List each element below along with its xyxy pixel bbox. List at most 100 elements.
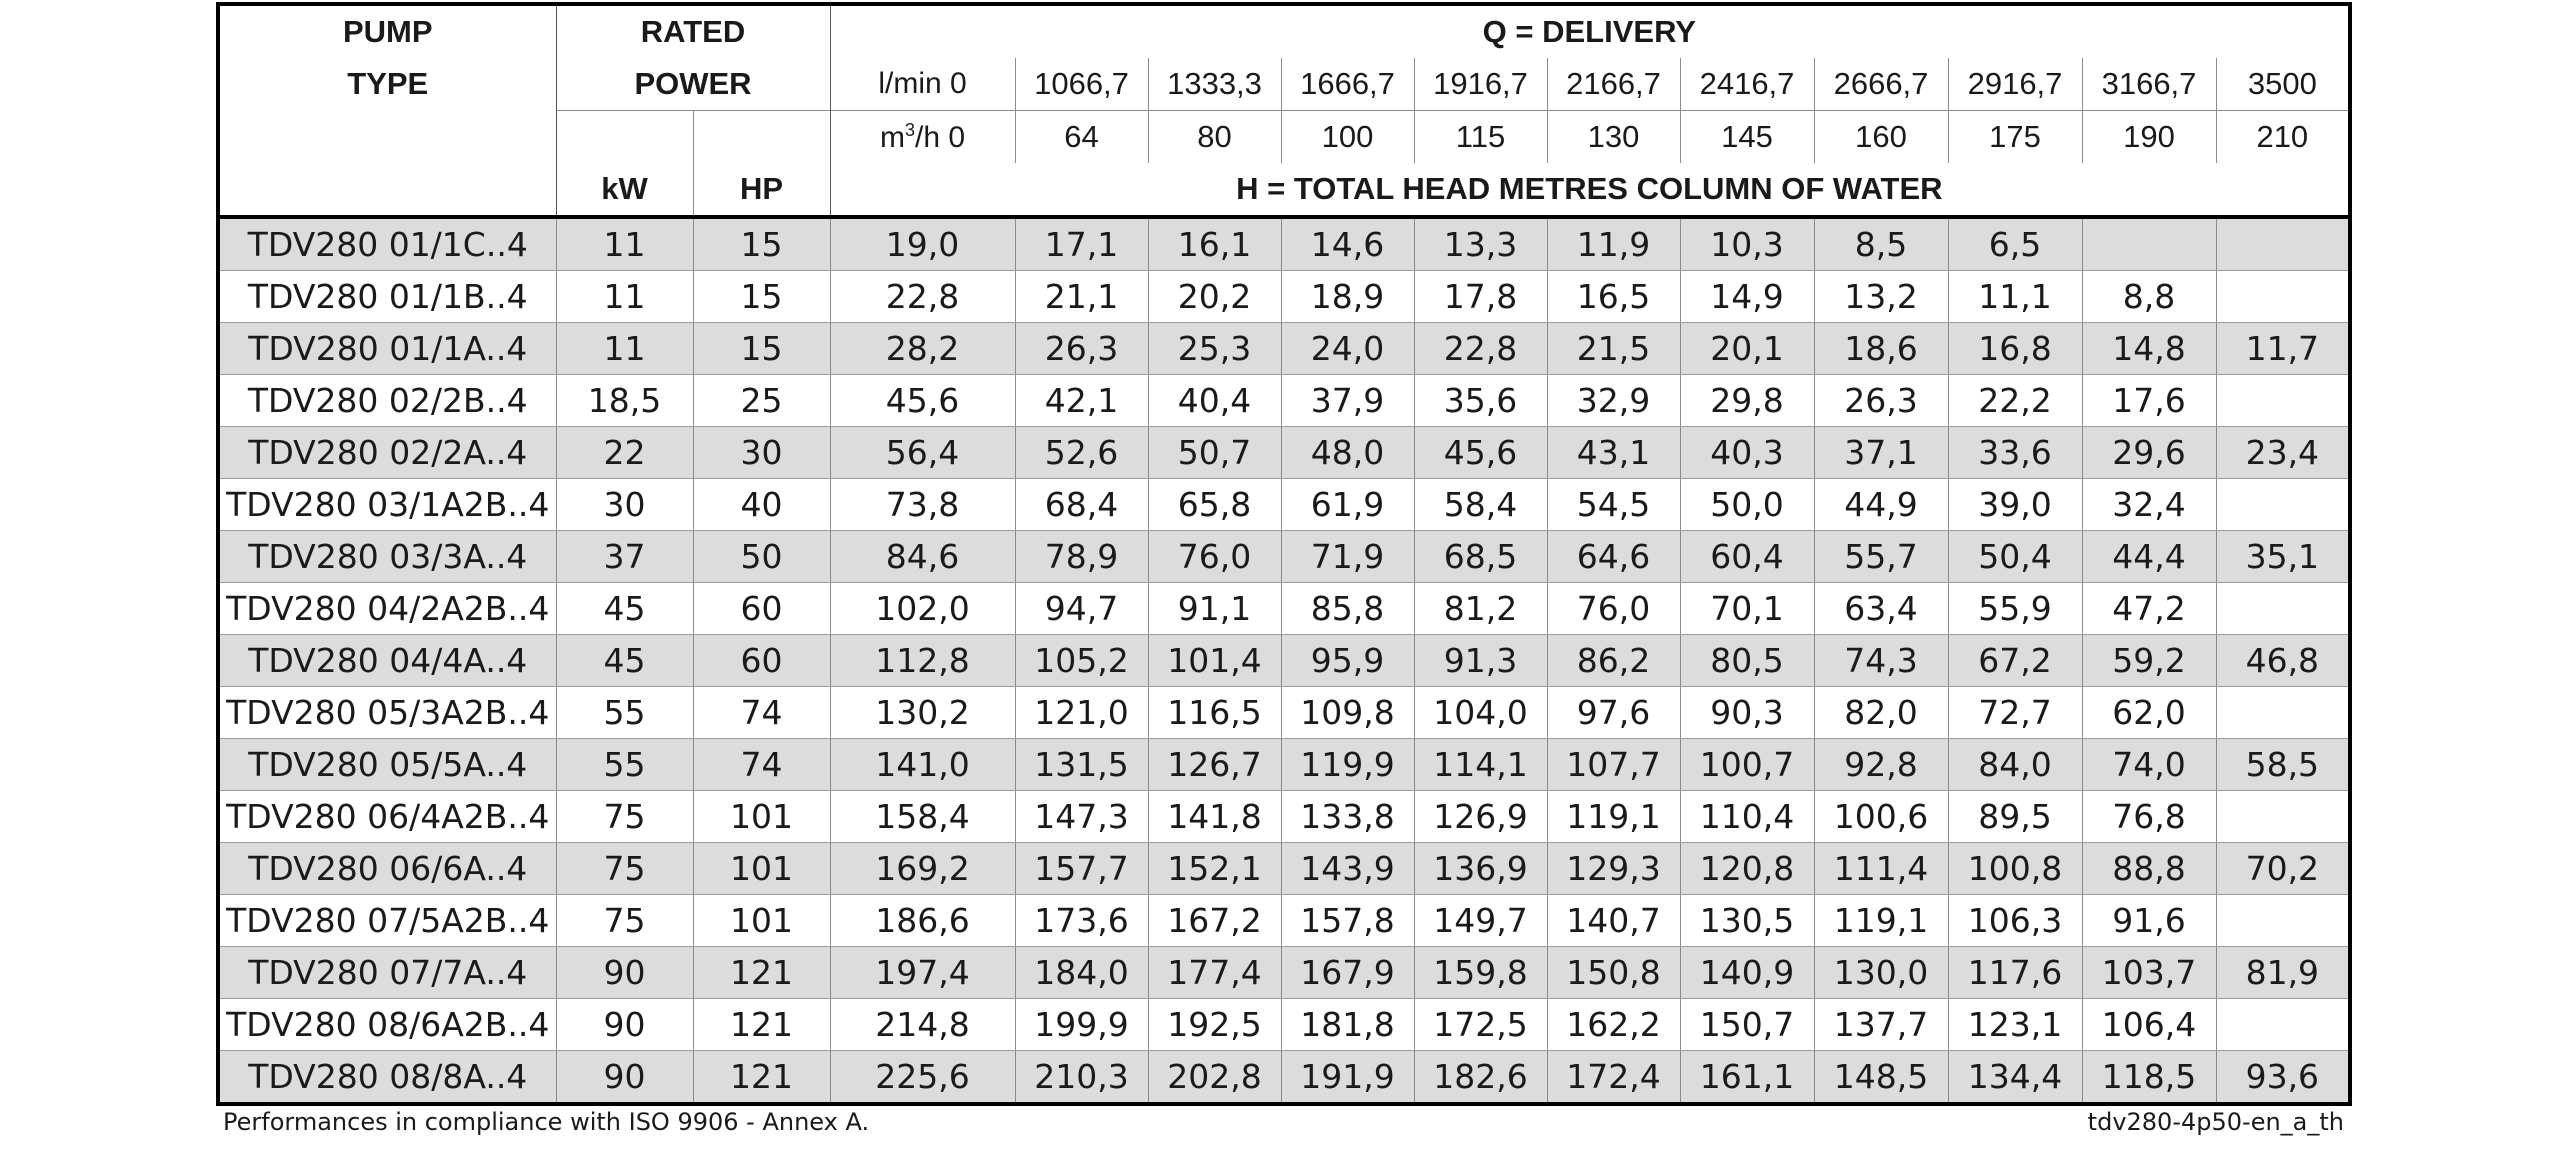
- head-value-cell: 32,9: [1547, 374, 1681, 427]
- head-value-cell: 141,0: [830, 738, 1016, 791]
- head-value-cell: 13,2: [1814, 270, 1949, 323]
- head-value-cell: 95,9: [1281, 634, 1415, 687]
- head-value-cell: 67,2: [1948, 634, 2083, 687]
- head-value-cell: 17,6: [2082, 374, 2217, 427]
- head-value-cell: 22,2: [1948, 374, 2083, 427]
- head-header: H = TOTAL HEAD METRES COLUMN OF WATER: [830, 163, 2351, 219]
- lmin-value: 2916,7: [1948, 58, 2083, 111]
- head-value-cell: 70,1: [1680, 582, 1815, 635]
- head-value-cell: 29,6: [2082, 426, 2217, 479]
- head-value-cell: 169,2: [830, 842, 1016, 895]
- table-row: TDV280 04/4A..4 45 60 112,8 105,2 101,4 95,9 91…: [218, 634, 2351, 687]
- head-value-cell: 52,6: [1015, 426, 1149, 479]
- head-value-cell: 184,0: [1015, 946, 1149, 999]
- head-value-cell: 11,7: [2216, 322, 2351, 375]
- head-value-cell: 11,9: [1547, 217, 1681, 271]
- kw-header-blank: [556, 110, 694, 163]
- m3h-value: 160: [1814, 110, 1949, 163]
- head-value-cell: 101,4: [1148, 634, 1282, 687]
- head-value-cell: 86,2: [1547, 634, 1681, 687]
- head-value-cell: [2216, 217, 2351, 271]
- head-value-cell: 129,3: [1547, 842, 1681, 895]
- compliance-note: Performances in compliance with ISO 9906…: [223, 1108, 870, 1136]
- head-value-cell: [2216, 686, 2351, 739]
- head-value-cell: 55,7: [1814, 530, 1949, 583]
- head-value-cell: 37,1: [1814, 426, 1949, 479]
- pump-type-cell: TDV280 06/4A2B..4: [218, 790, 557, 843]
- performance-table: PUMP RATED Q = DELIVERY TYPE POWER l/min…: [216, 2, 2353, 1106]
- head-value-cell: 25,3: [1148, 322, 1282, 375]
- head-value-cell: 82,0: [1814, 686, 1949, 739]
- head-value-cell: 78,9: [1015, 530, 1149, 583]
- head-value-cell: 102,0: [830, 582, 1016, 635]
- head-value-cell: 65,8: [1148, 478, 1282, 531]
- kw-cell: 90: [556, 1050, 694, 1104]
- kw-cell: 45: [556, 582, 694, 635]
- head-value-cell: 43,1: [1547, 426, 1681, 479]
- lmin-value: 3500: [2247, 66, 2317, 101]
- table-row: TDV280 06/6A..4 75 101 169,2 157,7 152,1 143,9…: [218, 842, 2351, 895]
- head-value-cell: 21,1: [1015, 270, 1149, 323]
- head-value-cell: 42,1: [1015, 374, 1149, 427]
- head-value-cell: 104,0: [1414, 686, 1548, 739]
- kw-cell: 11: [556, 270, 694, 323]
- kw-cell: 75: [556, 790, 694, 843]
- head-value-cell: 84,6: [830, 530, 1016, 583]
- head-value-cell: 111,4: [1814, 842, 1949, 895]
- table-body: TDV280 01/1C..4 11 15 19,0 17,1 16,1 14,6 13,3 1…: [218, 217, 2351, 1104]
- head-value-cell: 33,6: [1948, 426, 2083, 479]
- head-value-cell: 50,0: [1680, 478, 1815, 531]
- head-value-cell: 40,4: [1148, 374, 1282, 427]
- kw-cell: 55: [556, 686, 694, 739]
- hp-cell: 30: [693, 426, 831, 479]
- pump-type-cell: TDV280 08/8A..4: [218, 1050, 557, 1104]
- table-row: TDV280 01/1A..4 11 15 28,2 26,3 25,3 24,0 22,8 2…: [218, 322, 2351, 375]
- head-value-cell: 119,9: [1281, 738, 1415, 791]
- head-value-cell: 29,8: [1680, 374, 1815, 427]
- head-value-cell: 167,2: [1148, 894, 1282, 947]
- head-value-cell: 172,4: [1547, 1050, 1681, 1104]
- head-value-cell: 186,6: [830, 894, 1016, 947]
- head-value-cell: 116,5: [1148, 686, 1282, 739]
- head-value-cell: 91,1: [1148, 582, 1282, 635]
- head-value-cell: 14,8: [2082, 322, 2217, 375]
- m3h-unit-label: m3/h 0: [830, 110, 1016, 163]
- head-value-cell: 35,1: [2216, 530, 2351, 583]
- table-row: TDV280 03/3A..4 37 50 84,6 78,9 76,0 71,9 68,5 6…: [218, 530, 2351, 583]
- head-value-cell: 140,7: [1547, 894, 1681, 947]
- head-value-cell: [2216, 998, 2351, 1051]
- m3h-value: 190: [2082, 110, 2217, 163]
- head-value-cell: 167,9: [1281, 946, 1415, 999]
- head-value-cell: 130,5: [1680, 894, 1815, 947]
- head-value-cell: 100,6: [1814, 790, 1949, 843]
- head-value-cell: 44,9: [1814, 478, 1949, 531]
- hp-cell: 121: [693, 998, 831, 1051]
- hp-cell: 74: [693, 738, 831, 791]
- head-value-cell: 62,0: [2082, 686, 2217, 739]
- kw-cell: 55: [556, 738, 694, 791]
- pump-type-header-blank: [218, 110, 557, 163]
- head-value-cell: 214,8: [830, 998, 1016, 1051]
- head-value-cell: 35,6: [1414, 374, 1548, 427]
- table-row: TDV280 01/1C..4 11 15 19,0 17,1 16,1 14,6 13,3 1…: [218, 217, 2351, 271]
- head-value-cell: 84,0: [1948, 738, 2083, 791]
- m3h-value: 80: [1148, 110, 1282, 163]
- head-value-cell: 202,8: [1148, 1050, 1282, 1104]
- head-value-cell: 106,4: [2082, 998, 2217, 1051]
- head-value-cell: 40,3: [1680, 426, 1815, 479]
- hp-cell: 15: [693, 270, 831, 323]
- head-value-cell: 137,7: [1814, 998, 1949, 1051]
- head-value-cell: 54,5: [1547, 478, 1681, 531]
- head-value-cell: 23,4: [2216, 426, 2351, 479]
- head-value-cell: [2216, 374, 2351, 427]
- head-value-cell: 112,8: [830, 634, 1016, 687]
- kw-cell: 75: [556, 894, 694, 947]
- head-value-cell: 76,8: [2082, 790, 2217, 843]
- head-value-cell: 47,2: [2082, 582, 2217, 635]
- head-value-cell: 152,1: [1148, 842, 1282, 895]
- head-value-cell: 162,2: [1547, 998, 1681, 1051]
- head-value-cell: 48,0: [1281, 426, 1415, 479]
- head-value-cell: 26,3: [1015, 322, 1149, 375]
- head-value-cell: 148,5: [1814, 1050, 1949, 1104]
- pump-type-header-1: PUMP: [218, 4, 557, 58]
